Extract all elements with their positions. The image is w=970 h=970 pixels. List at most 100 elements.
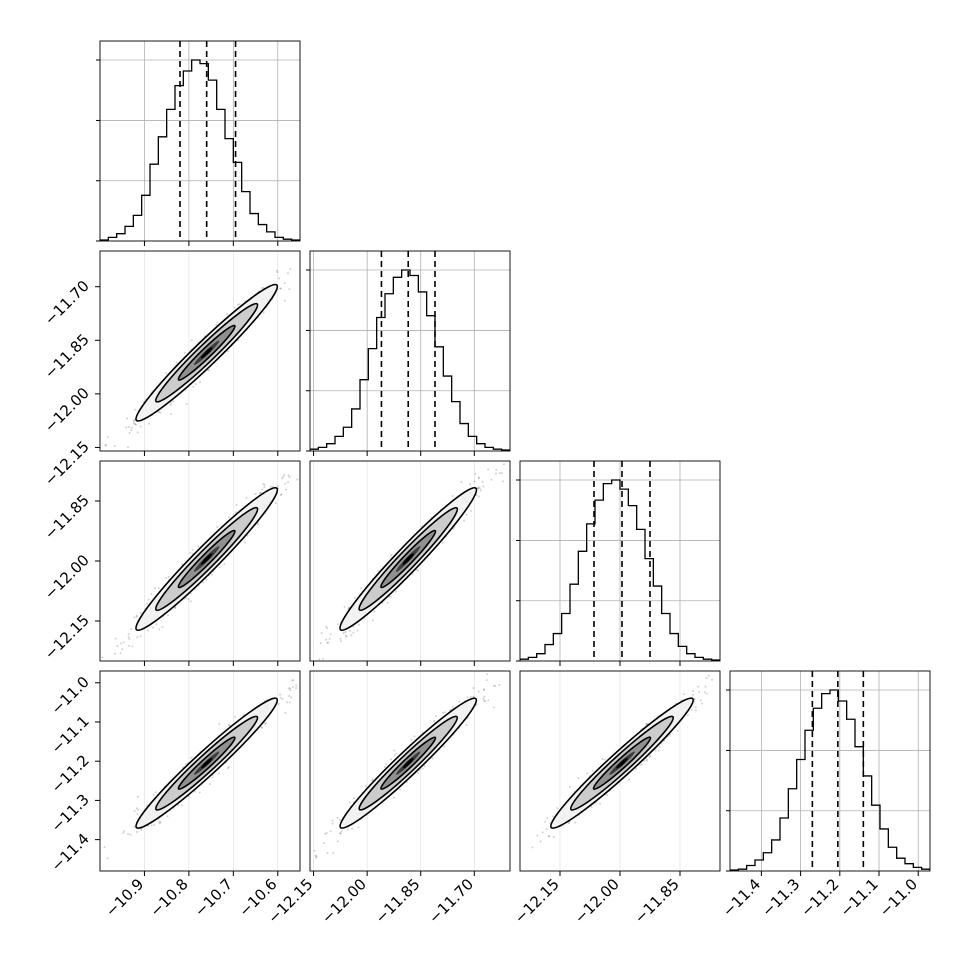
sample-point [189,551,192,554]
sample-point [645,758,648,761]
sample-point [313,849,316,852]
sample-point [390,758,393,761]
sample-point [395,752,398,755]
sample-point [320,632,323,635]
x-tick-label: −11.1 [837,875,882,920]
sample-point [154,587,157,590]
sample-point [486,673,489,676]
sample-point [654,749,657,752]
sample-point [155,623,158,626]
sample-point [218,723,221,726]
sample-point [119,642,122,645]
sample-point [326,641,329,644]
sample-point [134,422,137,425]
y-tick-label: −11.4 [48,830,93,875]
sample-point [105,443,108,446]
sample-point [130,429,133,432]
sample-point [261,726,264,729]
sample-point [281,698,284,701]
sample-point [288,476,291,479]
sample-point [227,767,230,770]
sample-point [342,632,345,635]
sample-point [686,714,689,717]
sample-point [150,824,153,827]
sample-point [158,820,161,823]
sample-point [146,629,149,632]
sample-point [276,271,279,274]
sample-point [136,812,139,815]
sample-point [490,478,493,481]
sample-point [470,696,473,699]
sample-point [133,422,136,425]
sample-point [477,487,480,490]
sample-point [498,472,501,475]
sample-point [539,840,542,843]
sample-point [498,683,501,686]
density-peak [402,757,414,769]
y-tick-label: −12.15 [41,438,93,490]
sample-point [411,573,414,576]
y-tick-label: −11.2 [48,751,93,796]
sample-point [478,487,481,490]
sample-point [395,590,398,593]
histogram-step [100,59,300,241]
sample-point [260,726,263,729]
sample-point [417,772,420,775]
sample-point [482,697,485,700]
sample-point [259,491,262,494]
sample-point [287,687,290,690]
sample-point [698,691,701,694]
sample-point [193,790,196,793]
sample-point [284,488,287,491]
panel-content [104,268,302,449]
sample-point [211,776,214,779]
sample-point [345,635,348,638]
sample-point [373,610,376,613]
sample-point [169,404,172,407]
sample-point [136,636,139,639]
sample-point [569,785,572,788]
y-tick-label: −12.00 [41,384,93,436]
sample-point [340,640,343,643]
sample-point [603,758,606,761]
sample-point [507,665,509,667]
sample-point [356,629,359,632]
sample-point [234,511,237,514]
sample-point [133,419,136,422]
sample-point [577,777,580,780]
sample-point [701,702,704,705]
sample-point [126,446,129,449]
sample-point [216,321,219,324]
sample-point [460,480,463,483]
sample-point [502,463,505,466]
sample-point [265,722,268,725]
sample-point [288,694,291,697]
sample-point [477,495,480,498]
sample-point [483,699,486,702]
sample-point [548,835,551,838]
sample-point [279,287,282,290]
panel-1-0 [95,250,302,456]
x-tick-label: −11.4 [719,875,764,920]
sample-point [135,614,138,617]
sample-point [500,471,503,474]
sample-point [106,436,109,439]
sample-point [393,796,396,799]
sample-point [300,280,302,282]
sample-point [190,756,193,759]
sample-point [492,684,495,687]
sample-point [336,840,339,843]
sample-point [262,311,265,314]
sample-point [393,754,396,757]
y-tick-label: −11.3 [48,791,93,836]
sample-point [216,525,219,528]
sample-point [261,287,264,290]
sample-point [165,577,168,580]
sample-point [210,573,213,576]
sample-point [658,745,661,748]
sample-point [215,323,218,326]
sample-point [390,554,393,557]
sample-point [483,688,486,691]
sample-point [197,545,200,548]
sample-point [288,701,291,704]
